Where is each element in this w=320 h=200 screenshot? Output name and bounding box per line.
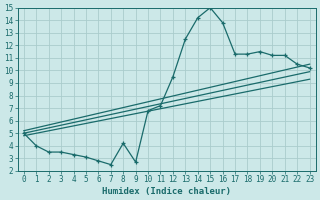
X-axis label: Humidex (Indice chaleur): Humidex (Indice chaleur)	[102, 187, 231, 196]
